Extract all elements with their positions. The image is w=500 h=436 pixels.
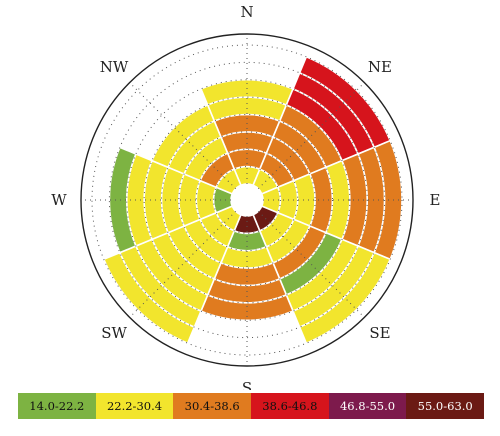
- direction-label-nw: NW: [100, 58, 129, 76]
- grid-ring: [108, 61, 386, 339]
- grid-ring: [195, 148, 299, 252]
- grid-spoke: [257, 210, 365, 318]
- grid-ring: [143, 96, 351, 304]
- direction-labels: N NE E SE S SW W NW: [51, 3, 440, 390]
- outer-circle: [80, 33, 414, 367]
- legend-item: 55.0-63.0: [406, 393, 485, 419]
- legend-item: 22.2-30.4: [95, 393, 174, 419]
- wind-cell-nw-ring-5: [150, 103, 216, 169]
- grid-ring: [161, 114, 333, 286]
- direction-label-ne: NE: [368, 58, 392, 76]
- grid-spoke: [129, 210, 237, 318]
- grid-spoke: [129, 82, 237, 190]
- wind-cell-w-ring-7: [108, 146, 137, 254]
- direction-label-s: S: [242, 379, 252, 390]
- direction-label-se: SE: [369, 324, 390, 342]
- legend-item: 14.0-22.2: [18, 393, 96, 419]
- legend-item: 30.4-38.6: [173, 393, 252, 419]
- grid-ring: [213, 166, 281, 234]
- wind-rose-cells: [102, 55, 403, 345]
- legend-item: 46.8-55.0: [328, 393, 407, 419]
- grid-ring: [91, 44, 403, 356]
- direction-label-sw: SW: [101, 324, 127, 342]
- direction-label-e: E: [430, 191, 441, 209]
- grid-spoke: [257, 82, 365, 190]
- legend-item: 38.6-46.8: [251, 393, 329, 419]
- grid-ring: [126, 79, 368, 321]
- direction-label-w: W: [51, 191, 67, 209]
- wind-rose-chart: N NE E SE S SW W NW: [51, 3, 440, 390]
- legend: 14.0-22.2 22.2-30.4 30.4-38.6 38.6-46.8 46.8…: [18, 393, 485, 419]
- direction-label-n: N: [240, 3, 253, 21]
- wind-rose-grid: [81, 34, 413, 366]
- grid-ring: [178, 131, 316, 269]
- wind-cell-se-ring-8: [298, 251, 392, 345]
- wind-cell-sw-ring-8: [102, 251, 196, 345]
